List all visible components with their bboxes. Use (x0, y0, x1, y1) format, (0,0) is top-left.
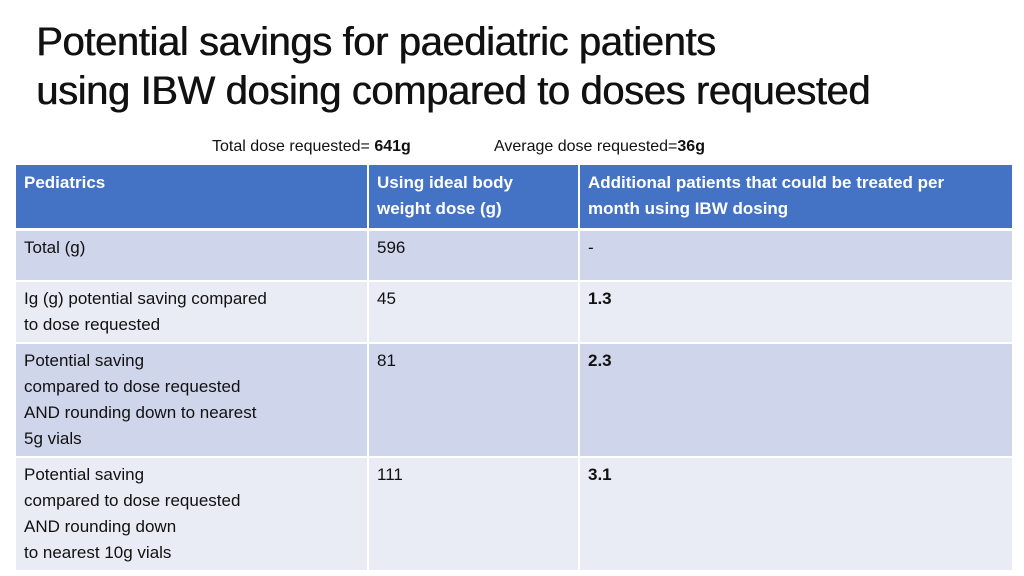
header-additional-patients-line-1: Additional patients that could be treate… (588, 173, 945, 192)
header-additional-patients-line-2: month using IBW dosing (588, 199, 789, 218)
row-label-line: compared to dose requested (24, 377, 241, 396)
slide-title-line-1: Potential savings for paediatric patient… (36, 20, 716, 64)
row-label-line: AND rounding down to nearest (24, 403, 257, 422)
table-header-row: Pediatrics Using ideal body weight dose … (16, 165, 1012, 231)
row-label: Ig (g) potential saving compared to dose… (16, 281, 369, 344)
row-label-line: Potential saving (24, 465, 145, 484)
row-label-line: Potential saving (24, 351, 145, 370)
row-label-line: compared to dose requested (24, 491, 241, 510)
slide-title-line-2: using IBW dosing compared to doses reque… (36, 69, 871, 113)
header-pediatrics: Pediatrics (16, 165, 369, 231)
header-ibw-dose-line-2: weight dose (g) (377, 199, 502, 218)
table-row: Potential saving compared to dose reques… (16, 457, 1012, 572)
average-dose-label: Average dose requested= (494, 138, 678, 155)
row-additional-patients: 3.1 (579, 457, 1012, 572)
row-label-line: to nearest 10g vials (24, 543, 172, 562)
table-row: Potential saving compared to dose reques… (16, 343, 1012, 458)
row-label-line: Total (g) (24, 238, 86, 257)
header-ibw-dose: Using ideal body weight dose (g) (368, 165, 580, 231)
row-label-line: Ig (g) potential saving compared (24, 289, 267, 308)
row-additional-patients-value: 1.3 (588, 289, 612, 308)
slide-title: Potential savings for paediatric patient… (36, 18, 996, 116)
row-label: Potential saving compared to dose reques… (16, 457, 369, 572)
row-additional-patients-value: 2.3 (588, 351, 612, 370)
header-pediatrics-line-1: Pediatrics (24, 173, 106, 192)
row-label-line: AND rounding down (24, 517, 177, 536)
savings-table: Pediatrics Using ideal body weight dose … (16, 165, 1012, 572)
row-ibw-dose: 596 (368, 229, 580, 282)
header-ibw-dose-line-1: Using ideal body (377, 173, 514, 192)
total-dose-summary: Total dose requested= 641g (212, 138, 411, 156)
total-dose-label: Total dose requested= (212, 138, 375, 155)
table-row: Ig (g) potential saving compared to dose… (16, 281, 1012, 344)
row-ibw-dose: 81 (368, 343, 580, 458)
row-ibw-dose: 45 (368, 281, 580, 344)
average-dose-summary: Average dose requested=36g (494, 138, 705, 156)
header-additional-patients: Additional patients that could be treate… (579, 165, 1012, 231)
row-ibw-dose: 111 (368, 457, 580, 572)
row-label: Potential saving compared to dose reques… (16, 343, 369, 458)
total-dose-value: 641g (374, 138, 411, 155)
row-label-line: to dose requested (24, 315, 161, 334)
row-additional-patients: - (579, 229, 1012, 282)
row-additional-patients: 2.3 (579, 343, 1012, 458)
row-label-line: 5g vials (24, 429, 82, 448)
row-label: Total (g) (16, 229, 369, 282)
table-row: Total (g) 596 - (16, 229, 1012, 282)
row-additional-patients: 1.3 (579, 281, 1012, 344)
dose-summary: Total dose requested= 641g Average dose … (0, 138, 1024, 162)
row-additional-patients-value: 3.1 (588, 465, 612, 484)
average-dose-value: 36g (677, 138, 705, 155)
